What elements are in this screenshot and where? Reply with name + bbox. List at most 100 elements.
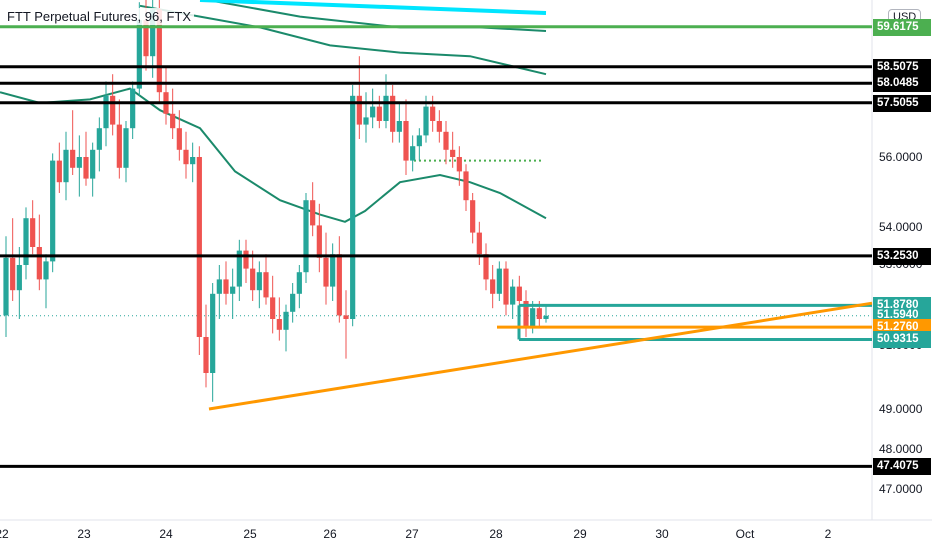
x-tick-label: 2	[825, 527, 832, 541]
candle-body	[183, 149, 189, 165]
price-tag-label: 50.9315	[873, 331, 931, 349]
candle-body	[176, 128, 182, 150]
y-tick-label: 48.0000	[879, 442, 923, 456]
candle-body	[530, 308, 536, 327]
candle-body	[210, 293, 216, 373]
x-tick-label: 23	[77, 527, 91, 541]
candle-body	[356, 95, 362, 125]
candle-body	[290, 293, 296, 312]
y-tick-label: 47.0000	[879, 482, 923, 496]
candle-body	[230, 286, 236, 294]
candle-body	[123, 128, 129, 168]
price-level-label: 59.6175	[873, 18, 931, 36]
candle-body	[316, 225, 322, 258]
candle-body	[310, 200, 316, 226]
moving-average-upper	[139, 4, 547, 76]
candle-body	[510, 286, 516, 305]
x-tick-label: 30	[655, 527, 669, 541]
price-level-label: 58.5075	[873, 58, 931, 76]
candle-body	[150, 9, 156, 57]
candle-body	[256, 272, 262, 291]
candle-body	[56, 160, 62, 183]
candle-body	[543, 315, 549, 319]
candle-body	[276, 319, 282, 330]
candle-body	[136, 20, 142, 89]
candle-body	[96, 128, 102, 150]
price-level-label: 57.5055	[873, 94, 931, 112]
candle-body	[250, 268, 256, 291]
candle-body	[63, 149, 69, 183]
candle-body	[423, 106, 429, 136]
candle-body	[3, 257, 9, 316]
candle-body	[383, 95, 389, 121]
candle-body	[50, 160, 56, 262]
y-tick-label: 56.0000	[879, 150, 923, 164]
price-level-label: 47.4075	[873, 458, 931, 476]
candle-body	[370, 106, 376, 118]
candle-body	[343, 315, 349, 319]
candle-body	[156, 9, 162, 93]
candle-body	[376, 106, 382, 121]
x-tick-label: 26	[323, 527, 337, 541]
candle-body	[336, 254, 342, 316]
candle-body	[390, 95, 396, 132]
candle-body	[470, 200, 476, 233]
candle-body	[430, 106, 436, 121]
y-tick-label: 49.0000	[879, 402, 923, 416]
candle-body	[70, 149, 76, 168]
candle-body	[330, 254, 336, 287]
candle-body	[536, 308, 542, 319]
candle-body	[436, 121, 442, 132]
candle-body	[36, 247, 42, 280]
candle-body	[110, 95, 116, 125]
candle-body	[76, 157, 82, 168]
x-tick-label: 25	[243, 527, 257, 541]
candle-body	[283, 311, 289, 330]
x-tick-label: 28	[489, 527, 503, 541]
candle-body	[396, 121, 402, 132]
candle-body	[350, 95, 356, 319]
rising-trendline	[208, 301, 873, 411]
candle-body	[196, 157, 202, 337]
candle-body	[410, 146, 416, 161]
candle-body	[450, 149, 456, 157]
candle-body	[496, 268, 502, 294]
candle-body	[16, 265, 22, 291]
symbol-title: FTT Perpetual Futures, 96, FTX	[4, 8, 194, 25]
candle-body	[363, 117, 369, 125]
candle-body	[216, 279, 222, 294]
candle-body	[143, 20, 149, 57]
candle-body	[270, 297, 276, 319]
candle-body	[170, 113, 176, 129]
candle-body	[303, 200, 309, 273]
cyan-band-line	[199, 0, 547, 15]
candle-body	[203, 337, 209, 373]
candle-body	[43, 261, 49, 280]
y-tick-label: 54.0000	[879, 220, 923, 234]
moving-average-line	[0, 87, 547, 223]
candle-body	[403, 121, 409, 161]
candle-body	[90, 149, 96, 179]
candle-body	[263, 272, 269, 298]
candle-body	[456, 157, 462, 172]
x-tick-label: 27	[405, 527, 419, 541]
candle-body	[130, 88, 136, 129]
candle-body	[243, 250, 249, 269]
candle-body	[523, 301, 529, 327]
candle-body	[83, 157, 89, 179]
candle-body	[476, 232, 482, 255]
x-tick-label: Oct	[736, 527, 755, 541]
candle-body	[116, 124, 122, 168]
price-level-label: 53.2530	[873, 247, 931, 265]
candle-body	[23, 218, 29, 265]
x-tick-label: 24	[159, 527, 173, 541]
candle-body	[236, 250, 242, 287]
candle-body	[490, 279, 496, 294]
price-level-label: 58.0485	[873, 75, 931, 93]
candle-body	[443, 131, 449, 150]
candle-body	[10, 257, 16, 291]
x-tick-label: 29	[573, 527, 587, 541]
candle-body	[516, 286, 522, 301]
candle-body	[30, 218, 36, 247]
